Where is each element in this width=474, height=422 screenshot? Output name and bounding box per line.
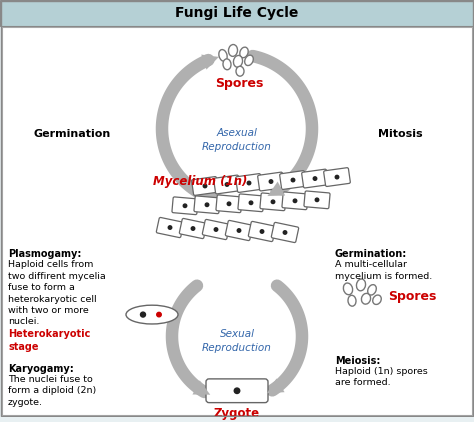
FancyBboxPatch shape	[280, 170, 306, 189]
Text: Sexual
Reproduction: Sexual Reproduction	[202, 329, 272, 353]
Ellipse shape	[227, 202, 231, 206]
FancyBboxPatch shape	[191, 176, 219, 195]
Ellipse shape	[225, 183, 229, 186]
Ellipse shape	[228, 45, 237, 57]
Text: Meiosis:: Meiosis:	[335, 356, 380, 366]
FancyBboxPatch shape	[225, 220, 253, 241]
FancyBboxPatch shape	[206, 379, 268, 403]
FancyBboxPatch shape	[301, 169, 328, 188]
Ellipse shape	[373, 295, 381, 304]
Text: Mitosis: Mitosis	[378, 129, 422, 138]
FancyBboxPatch shape	[202, 219, 229, 240]
Text: Mycelium (1n): Mycelium (1n)	[153, 175, 247, 187]
Ellipse shape	[236, 66, 244, 76]
FancyBboxPatch shape	[172, 197, 198, 215]
Ellipse shape	[157, 312, 161, 317]
Ellipse shape	[269, 180, 273, 183]
FancyBboxPatch shape	[260, 193, 286, 211]
FancyBboxPatch shape	[304, 191, 330, 208]
Ellipse shape	[356, 279, 365, 291]
Ellipse shape	[313, 177, 317, 180]
FancyBboxPatch shape	[194, 196, 220, 214]
Text: Plasmogamy:: Plasmogamy:	[8, 249, 82, 259]
FancyBboxPatch shape	[0, 0, 474, 26]
Text: Spores: Spores	[215, 77, 263, 89]
Ellipse shape	[368, 285, 376, 295]
Text: The nuclei fuse to
form a diploid (2n)
zygote.: The nuclei fuse to form a diploid (2n) z…	[8, 375, 96, 407]
Ellipse shape	[343, 283, 353, 295]
Text: Fungi Life Cycle: Fungi Life Cycle	[175, 6, 299, 20]
Ellipse shape	[293, 199, 297, 203]
Text: Spores: Spores	[388, 290, 437, 303]
Ellipse shape	[247, 181, 251, 185]
Text: Asexual
Reproduction: Asexual Reproduction	[202, 128, 272, 152]
Ellipse shape	[234, 55, 243, 67]
Text: Germination: Germination	[33, 129, 110, 138]
Ellipse shape	[126, 305, 178, 324]
Ellipse shape	[237, 229, 241, 232]
Text: Heterokaryotic
stage: Heterokaryotic stage	[8, 330, 91, 352]
FancyBboxPatch shape	[238, 194, 264, 212]
FancyBboxPatch shape	[324, 168, 350, 187]
Text: Haploid cells from
two diffirent mycelia
fuse to form a
heterokaryotic cell
with: Haploid cells from two diffirent mycelia…	[8, 260, 106, 327]
Ellipse shape	[191, 227, 195, 230]
Ellipse shape	[240, 47, 248, 58]
FancyBboxPatch shape	[236, 173, 262, 192]
FancyBboxPatch shape	[179, 219, 207, 238]
Text: A multi-cellular
mycelium is formed.: A multi-cellular mycelium is formed.	[335, 260, 432, 281]
Ellipse shape	[214, 228, 218, 231]
Ellipse shape	[168, 226, 172, 229]
Ellipse shape	[140, 312, 146, 317]
Ellipse shape	[362, 293, 371, 304]
Ellipse shape	[315, 198, 319, 202]
Ellipse shape	[205, 203, 209, 206]
Ellipse shape	[348, 295, 356, 306]
Ellipse shape	[291, 179, 295, 182]
Ellipse shape	[234, 388, 240, 393]
FancyBboxPatch shape	[216, 195, 242, 213]
FancyBboxPatch shape	[248, 222, 276, 241]
Ellipse shape	[271, 200, 275, 203]
Text: Germination:: Germination:	[335, 249, 407, 259]
FancyBboxPatch shape	[258, 172, 284, 191]
FancyBboxPatch shape	[214, 175, 240, 194]
Ellipse shape	[183, 204, 187, 208]
Ellipse shape	[283, 231, 287, 234]
Text: Haploid (1n) spores
are formed.: Haploid (1n) spores are formed.	[335, 367, 428, 387]
Ellipse shape	[249, 201, 253, 205]
FancyBboxPatch shape	[282, 192, 308, 210]
FancyBboxPatch shape	[156, 217, 183, 238]
FancyBboxPatch shape	[2, 27, 472, 414]
Ellipse shape	[223, 59, 231, 70]
Ellipse shape	[245, 55, 253, 65]
Ellipse shape	[335, 176, 339, 179]
Text: Karyogamy:: Karyogamy:	[8, 364, 74, 374]
Ellipse shape	[260, 230, 264, 233]
Ellipse shape	[203, 184, 207, 188]
FancyBboxPatch shape	[272, 222, 299, 243]
Text: Zygote: Zygote	[214, 406, 260, 419]
Ellipse shape	[219, 49, 227, 61]
